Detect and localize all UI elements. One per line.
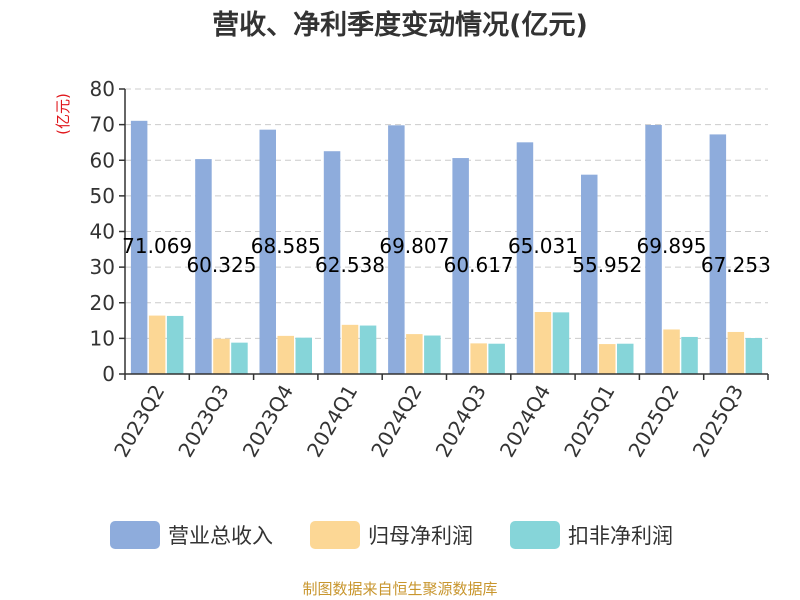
x-tick-label: 2024Q4 — [495, 381, 555, 462]
data-label-revenue: 69.895 — [637, 234, 707, 258]
bar-net-profit-2025Q3[interactable] — [727, 331, 745, 374]
bar-net-profit-2023Q3[interactable] — [213, 338, 230, 374]
data-label-revenue: 60.325 — [186, 253, 256, 277]
x-tick-label: 2025Q3 — [688, 381, 748, 462]
y-tick-label: 50 — [90, 184, 115, 208]
source-note: 制图数据来自恒生聚源数据库 — [302, 580, 497, 598]
bar-deducted-net-profit-2023Q2[interactable] — [166, 315, 184, 374]
y-tick-label: 30 — [90, 255, 115, 279]
bar-revenue-2025Q3[interactable] — [709, 134, 727, 374]
x-tick-label: 2025Q2 — [623, 381, 683, 462]
bar-deducted-net-profit-2025Q2[interactable] — [681, 336, 698, 374]
legend-item-net-profit[interactable]: 归母净利润 — [310, 521, 473, 549]
chart-title: 营收、净利季度变动情况(亿元) — [212, 9, 588, 41]
bar-net-profit-2024Q3[interactable] — [470, 343, 487, 374]
bar-net-profit-2023Q2[interactable] — [148, 315, 166, 374]
legend-label: 扣非净利润 — [568, 524, 673, 548]
data-label-revenue: 71.069 — [122, 234, 192, 258]
bar-net-profit-2023Q4[interactable] — [277, 335, 295, 374]
bars-group — [130, 120, 763, 375]
bar-revenue-2024Q1[interactable] — [323, 151, 341, 374]
y-tick-label: 60 — [90, 148, 115, 172]
bar-deducted-net-profit-2024Q3[interactable] — [488, 343, 505, 374]
bar-revenue-2024Q3[interactable] — [452, 158, 469, 374]
bar-revenue-2024Q2[interactable] — [388, 125, 405, 374]
data-label-revenue: 68.585 — [251, 234, 321, 258]
legend-label: 归母净利润 — [368, 524, 473, 548]
data-label-revenue: 55.952 — [572, 253, 642, 277]
x-tick-label: 2025Q1 — [559, 381, 619, 462]
x-tick-label: 2023Q4 — [238, 381, 298, 462]
bar-deducted-net-profit-2025Q1[interactable] — [617, 343, 634, 374]
y-tick-label: 10 — [90, 326, 115, 350]
legend-swatch — [110, 521, 160, 549]
y-axis-label: (亿元) — [54, 93, 72, 135]
y-tick-label: 70 — [90, 113, 115, 137]
bar-deducted-net-profit-2023Q3[interactable] — [231, 342, 248, 374]
bar-revenue-2024Q4[interactable] — [516, 142, 534, 374]
y-tick-label: 40 — [90, 220, 115, 244]
x-tick-label: 2024Q1 — [302, 381, 362, 462]
x-tick-label: 2023Q2 — [109, 381, 169, 462]
bar-deducted-net-profit-2024Q2[interactable] — [424, 335, 441, 374]
data-label-revenue: 67.253 — [701, 253, 771, 277]
legend[interactable]: 营业总收入 归母净利润 扣非净利润 — [110, 521, 673, 549]
data-label-revenue: 60.617 — [444, 253, 514, 277]
legend-item-deducted-net-profit[interactable]: 扣非净利润 — [510, 521, 673, 549]
x-tick-label: 2023Q3 — [173, 381, 233, 462]
legend-label: 营业总收入 — [168, 524, 273, 548]
legend-item-revenue[interactable]: 营业总收入 — [110, 521, 273, 549]
bar-net-profit-2025Q2[interactable] — [663, 329, 680, 374]
axes — [119, 88, 769, 380]
bar-deducted-net-profit-2024Q1[interactable] — [359, 325, 377, 374]
legend-swatch — [510, 521, 560, 549]
bar-net-profit-2024Q4[interactable] — [534, 312, 552, 374]
bar-net-profit-2024Q2[interactable] — [406, 334, 423, 374]
bar-net-profit-2024Q1[interactable] — [341, 324, 359, 374]
bar-revenue-2025Q2[interactable] — [645, 124, 662, 375]
x-tick-label: 2024Q2 — [366, 381, 426, 462]
data-label-revenue: 62.538 — [315, 253, 385, 277]
bar-revenue-2023Q2[interactable] — [130, 120, 148, 375]
y-tick-labels: 0 10 20 30 40 50 60 70 80 — [90, 77, 115, 386]
legend-swatch — [310, 521, 360, 549]
bar-revenue-2023Q4[interactable] — [259, 129, 277, 374]
y-tick-label: 20 — [90, 291, 115, 315]
bar-revenue-2023Q3[interactable] — [195, 159, 212, 374]
y-tick-label: 0 — [102, 362, 115, 386]
bar-deducted-net-profit-2023Q4[interactable] — [295, 337, 313, 374]
x-tick-label: 2024Q3 — [431, 381, 491, 462]
data-label-revenue: 65.031 — [508, 234, 578, 258]
y-tick-label: 80 — [90, 77, 115, 101]
bar-revenue-2025Q1[interactable] — [581, 174, 598, 374]
x-tick-labels: 2023Q2 2023Q3 2023Q4 2024Q1 2024Q2 2024Q3 2024… — [109, 381, 748, 462]
data-label-revenue: 69.807 — [379, 234, 449, 258]
bar-net-profit-2025Q1[interactable] — [599, 344, 616, 374]
grid-lines — [125, 88, 768, 339]
bar-deducted-net-profit-2024Q4[interactable] — [552, 312, 570, 374]
bar-deducted-net-profit-2025Q3[interactable] — [745, 338, 763, 374]
data-labels: 71.06960.32568.58562.53869.80760.61765.0… — [122, 234, 771, 277]
